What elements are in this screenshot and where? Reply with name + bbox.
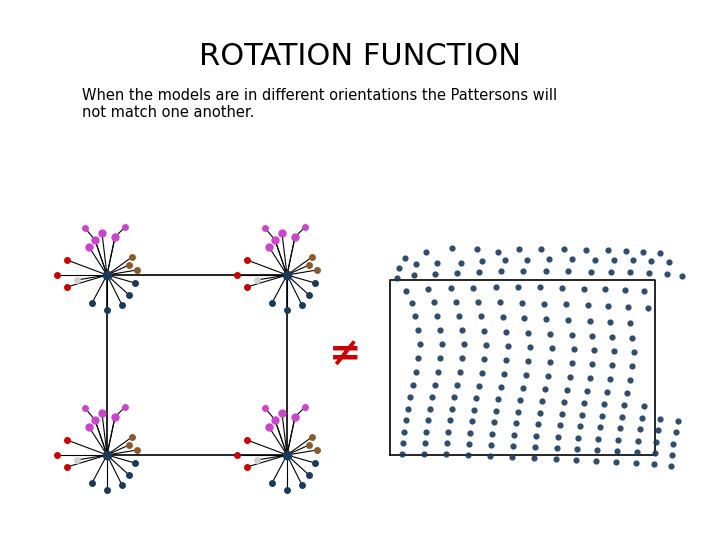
Text: ≠: ≠ xyxy=(329,336,361,374)
Text: ROTATION FUNCTION: ROTATION FUNCTION xyxy=(199,42,521,71)
Text: When the models are in different orientations the Pattersons will
not match one : When the models are in different orienta… xyxy=(82,88,557,120)
